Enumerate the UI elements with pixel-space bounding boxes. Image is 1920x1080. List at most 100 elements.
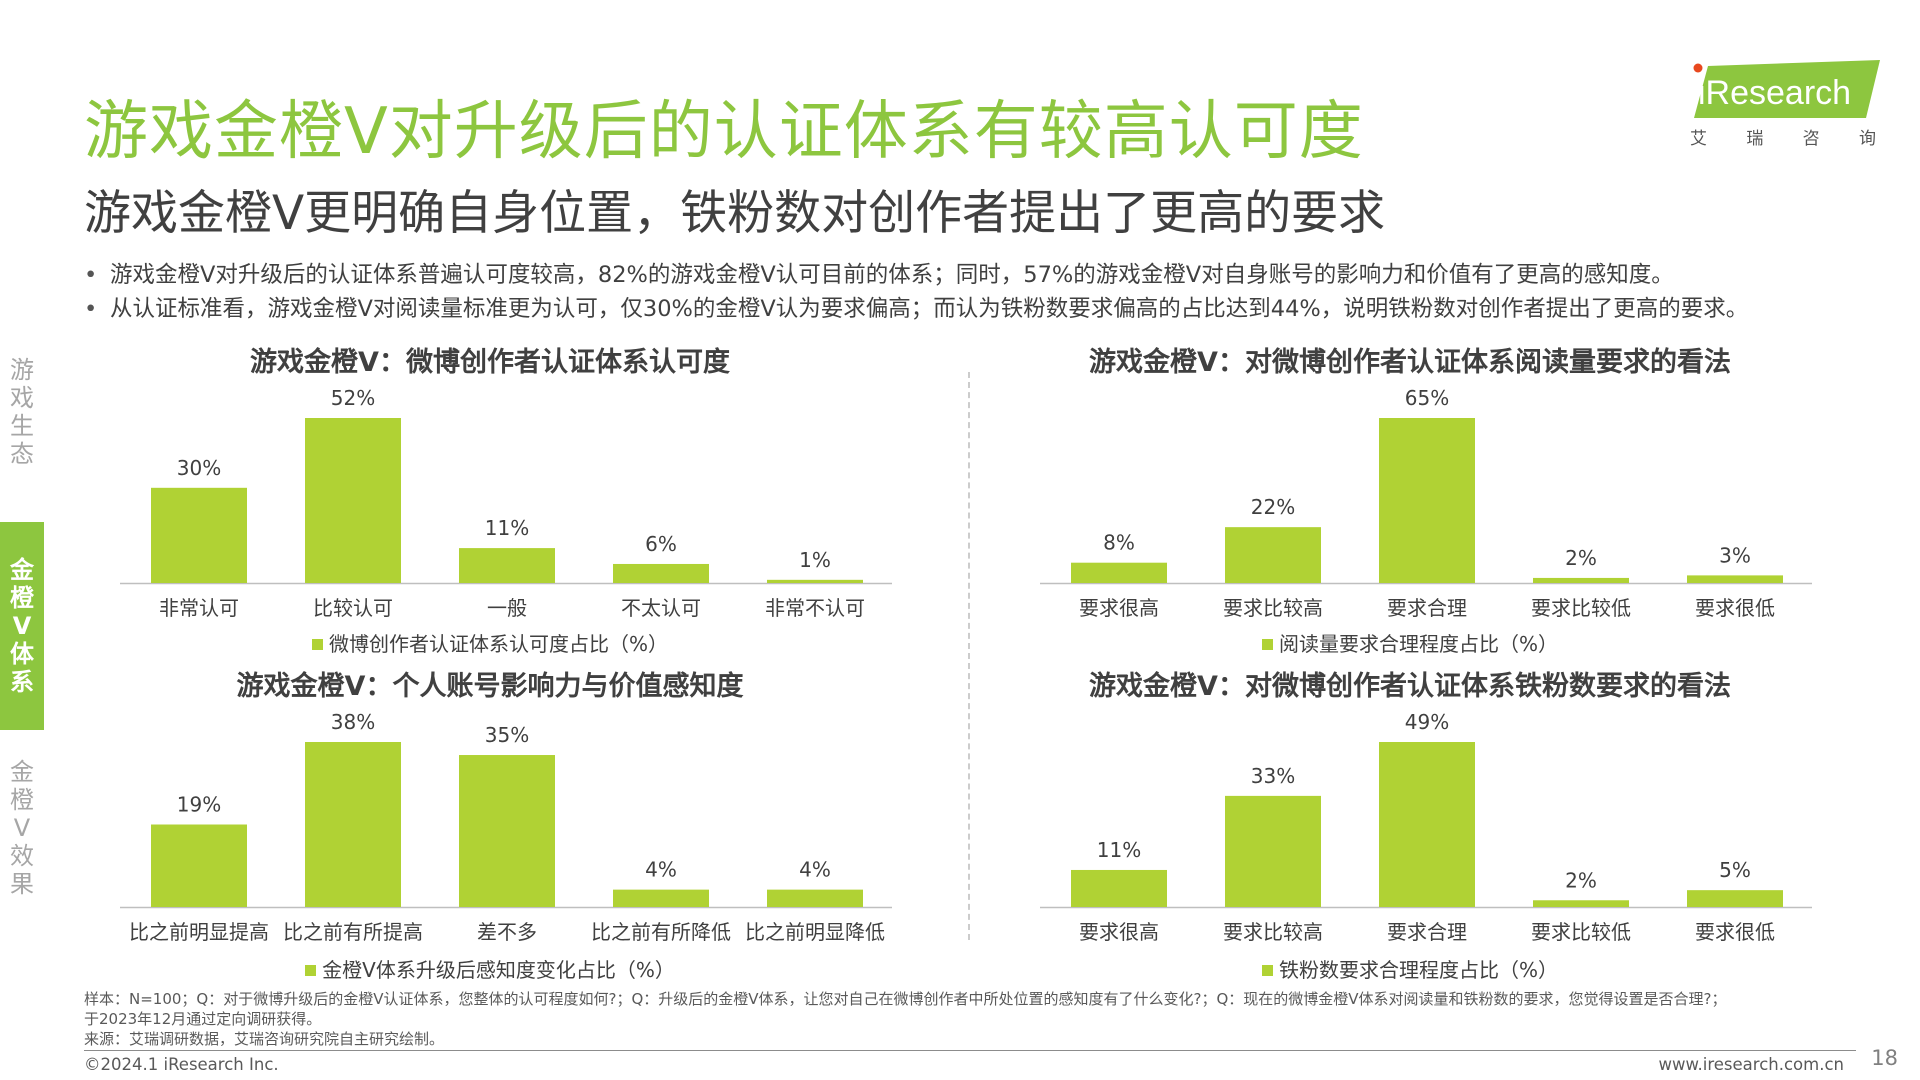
bar [1687,575,1783,583]
bar-value-label: 22% [1251,495,1295,519]
bar-value-label: 2% [1565,546,1597,570]
bar-value-label: 65% [1405,386,1449,410]
bar-value-label: 35% [485,723,529,747]
category-tick-label: 要求比较低 [1531,596,1631,620]
sidebar-item-jincheng-v-effect[interactable]: 金 橙 V 效 果 [0,758,44,898]
chart-reading-requirement: 游戏金橙V：对微博创作者认证体系阅读量要求的看法 8% 要求很高 22% 要求比较高 6… [1020,340,1812,660]
summary-bullets: • 游戏金橙V对升级后的认证体系普遍认可度较高，82%的游戏金橙V认可目前的体系；… [84,258,1890,326]
chart-plot: 30% 非常认可 52% 比较认可 11% 一般 6% 不太认可 1% 非常不认可 [120,386,892,620]
bullet-text: 从认证标准看，游戏金橙V对阅读量标准更为认可，仅30%的金橙V认为要求偏高；而认… [110,296,1749,322]
chart-title: 游戏金橙V：对微博创作者认证体系阅读量要求的看法 [1089,347,1731,378]
category-tick-label: 比之前明显提高 [129,920,269,944]
bar-value-label: 38% [331,710,375,734]
sidebar-item-jincheng-v-system[interactable]: 金 橙 V 体 系 [0,522,44,730]
category-tick-label: 比较认可 [313,596,393,620]
footer-divider [84,1050,1856,1051]
bar-value-label: 11% [1097,838,1141,862]
category-tick-label: 比之前有所提高 [283,920,423,944]
logo-cn-char: 艾 [1690,129,1707,149]
legend-label: 阅读量要求合理程度占比（%） [1278,632,1558,656]
chart-title: 游戏金橙V：个人账号影响力与价值感知度 [236,671,744,702]
footnote-date: 于2023年12月通过定向调研获得。 [84,1010,322,1028]
legend-swatch-icon [311,639,323,650]
bar [1533,577,1629,583]
logo-cn-char: 瑞 [1746,129,1764,149]
bar-value-label: 33% [1251,764,1295,788]
bar [305,418,401,583]
bullet-text: 游戏金橙V对升级后的认证体系普遍认可度较高，82%的游戏金橙V认可目前的体系；同… [110,262,1674,288]
chart-divider [968,372,970,940]
category-tick-label: 要求很低 [1695,920,1775,944]
logo-cn-text: 艾 瑞 咨 询 [1690,124,1876,149]
legend-label: 微博创作者认证体系认可度占比（%） [328,632,668,656]
bar [1225,795,1321,907]
category-tick-label: 要求很高 [1079,920,1159,944]
bar [1225,527,1321,583]
sidebar-char: 生 [10,412,34,440]
bar [1071,562,1167,583]
bar [1533,900,1629,907]
category-tick-label: 非常认可 [159,596,239,620]
page-title: 游戏金橙V对升级后的认证体系有较高认可度 [84,95,1364,169]
chart-plot: 19% 比之前明显提高 38% 比之前有所提高 35% 差不多 4% 比之前有所降低 4% 比之前… [120,710,892,944]
bar-value-label: 1% [799,548,831,572]
sidebar-char: 游 [10,356,34,384]
bar [613,563,709,583]
sidebar-char: 系 [10,668,34,696]
bar-value-label: 52% [331,386,375,410]
logo-cn-char: 咨 [1802,129,1820,149]
sidebar-char: 效 [10,842,34,870]
category-tick-label: 要求合理 [1387,920,1467,944]
bar-value-label: 6% [645,532,677,556]
sidebar-char: V [13,814,31,842]
sidebar-char: 态 [10,440,34,468]
category-tick-label: 要求比较高 [1223,920,1323,944]
chart-title: 游戏金橙V：对微博创作者认证体系铁粉数要求的看法 [1089,671,1731,702]
bar [305,742,401,907]
sidebar-char: 橙 [10,786,34,814]
sidebar-char: 橙 [10,584,34,612]
chart-plot: 11% 要求很高 33% 要求比较高 49% 要求合理 2% 要求比较低 5% 要求很低 [1040,710,1812,944]
bar-value-label: 19% [177,793,221,817]
sidebar-item-game-ecology[interactable]: 游 戏 生 态 [0,356,44,468]
category-tick-label: 差不多 [477,920,537,944]
chart-plot: 8% 要求很高 22% 要求比较高 65% 要求合理 2% 要求比较低 3% 要求很低 [1040,386,1812,620]
sidebar-char: V [12,612,32,640]
sidebar-char: 金 [10,556,34,584]
legend-swatch-icon [1261,965,1273,976]
bar-value-label: 30% [177,456,221,480]
legend-swatch-icon [1261,639,1273,650]
category-tick-label: 比之前明显降低 [745,920,885,944]
sidebar-char: 金 [10,758,34,786]
category-tick-label: 要求很高 [1079,596,1159,620]
footnote: 样本：N=100；Q：对于微博升级后的金橙V认证体系，您整体的认可程度如何?；Q… [84,989,1727,1049]
category-tick-label: 不太认可 [621,596,701,620]
bar [1071,869,1167,907]
sidebar-char: 戏 [10,384,34,412]
bar-value-label: 4% [645,858,677,882]
bar [459,755,555,907]
sidebar-char: 体 [10,640,34,668]
category-tick-label: 要求很低 [1695,596,1775,620]
category-tick-label: 要求合理 [1387,596,1467,620]
bar-value-label: 4% [799,858,831,882]
legend-label: 铁粉数要求合理程度占比（%） [1278,958,1558,982]
logo-text: iResearch [1698,74,1851,112]
category-tick-label: 要求比较高 [1223,596,1323,620]
bar [613,889,709,907]
bar [767,889,863,907]
sidebar-char: 果 [10,870,34,898]
category-tick-label: 一般 [487,596,527,620]
bar [151,487,247,583]
footnote-sample: 样本：N=100；Q：对于微博升级后的金橙V认证体系，您整体的认可程度如何?；Q… [84,990,1727,1008]
bar-value-label: 11% [485,516,529,540]
website-link[interactable]: www.iresearch.com.cn [1658,1055,1844,1074]
page-number: 18 [1871,1046,1898,1070]
bullet-item: • 游戏金橙V对升级后的认证体系普遍认可度较高，82%的游戏金橙V认可目前的体系；… [84,258,1890,292]
bar-value-label: 49% [1405,710,1449,734]
copyright: ©2024.1 iResearch Inc. [84,1055,279,1074]
bar [151,824,247,907]
bar-value-label: 5% [1719,858,1751,882]
chart-legend: 金橙V体系升级后感知度变化占比（%） [100,954,880,983]
footnote-source: 来源：艾瑞调研数据，艾瑞咨询研究院自主研究绘制。 [84,1030,445,1048]
